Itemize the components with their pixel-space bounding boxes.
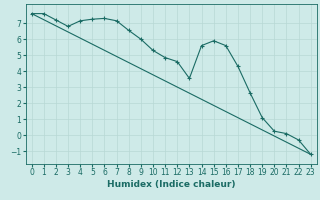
X-axis label: Humidex (Indice chaleur): Humidex (Indice chaleur) [107, 180, 236, 189]
